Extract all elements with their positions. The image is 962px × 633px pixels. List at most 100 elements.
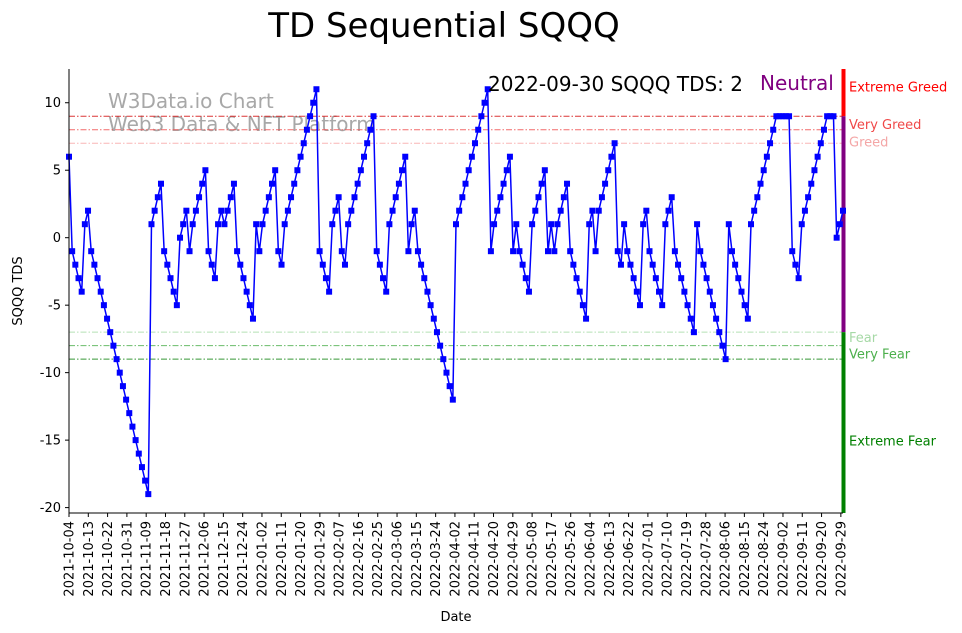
- data-point-6: [85, 207, 92, 214]
- data-point-239: [824, 113, 831, 120]
- data-point-211: [735, 275, 742, 282]
- data-point-244: [840, 207, 846, 214]
- data-point-16: [116, 369, 123, 376]
- data-point-3: [75, 275, 82, 282]
- data-point-88: [345, 221, 352, 228]
- data-point-122: [453, 221, 459, 228]
- data-point-7: [88, 248, 95, 255]
- x-axis-label: Date: [440, 610, 471, 625]
- data-point-147: [532, 207, 539, 214]
- data-point-168: [598, 194, 605, 201]
- data-point-38: [186, 248, 193, 255]
- data-point-225: [779, 113, 786, 120]
- data-point-48: [218, 207, 225, 214]
- data-point-94: [364, 140, 371, 147]
- data-point-162: [579, 302, 586, 309]
- data-point-242: [833, 234, 840, 241]
- data-point-217: [754, 194, 761, 201]
- y-ticks: -20 -15 -10 -5 0 5 10: [40, 96, 69, 516]
- axes: [68, 69, 843, 514]
- x-tick-label: 2022-02-07: [333, 521, 348, 597]
- chart-title: TD Sequential SQQQ: [267, 6, 620, 46]
- y-tick-label: 10: [44, 96, 61, 111]
- data-point-134: [491, 221, 498, 228]
- data-point-192: [675, 261, 682, 268]
- x-tick-label: 2022-09-20: [815, 521, 830, 597]
- data-point-4: [78, 288, 85, 295]
- data-point-224: [776, 113, 783, 120]
- data-point-231: [798, 221, 805, 228]
- data-point-145: [525, 288, 532, 295]
- data-point-108: [408, 221, 415, 228]
- data-point-187: [659, 302, 666, 309]
- sentiment-bar-segment-0: [841, 69, 846, 117]
- sentiment-bar-segment-2: [841, 332, 846, 513]
- data-point-68: [281, 221, 288, 228]
- data-point-241: [830, 113, 837, 120]
- data-point-178: [630, 275, 637, 282]
- data-point-204: [713, 315, 720, 322]
- data-point-42: [199, 180, 206, 187]
- data-point-123: [456, 207, 463, 214]
- x-tick-label: 2021-10-22: [101, 521, 116, 597]
- data-point-14: [110, 342, 117, 349]
- data-point-159: [570, 261, 577, 268]
- data-point-89: [348, 207, 355, 214]
- x-tick-label: 2022-08-15: [738, 521, 753, 597]
- data-point-106: [402, 153, 409, 160]
- data-point-130: [478, 113, 485, 120]
- data-point-101: [386, 221, 393, 228]
- data-point-135: [494, 207, 501, 214]
- x-tick-label: 2022-04-02: [448, 521, 463, 597]
- data-point-72: [294, 167, 301, 174]
- data-point-83: [329, 221, 336, 228]
- data-point-196: [687, 315, 694, 322]
- x-tick-label: 2022-08-06: [719, 521, 734, 597]
- data-point-64: [269, 180, 276, 187]
- data-point-11: [100, 302, 107, 309]
- data-point-57: [246, 302, 253, 309]
- data-point-27: [151, 207, 158, 214]
- data-point-143: [519, 261, 526, 268]
- data-point-93: [361, 153, 368, 160]
- data-point-116: [433, 329, 440, 336]
- data-point-21: [132, 437, 139, 444]
- data-point-155: [557, 207, 564, 214]
- data-point-177: [627, 261, 634, 268]
- data-point-85: [335, 194, 342, 201]
- data-point-208: [725, 221, 732, 228]
- data-point-183: [646, 248, 653, 255]
- data-point-243: [836, 221, 843, 228]
- x-tick-label: 2021-10-31: [120, 521, 135, 597]
- data-point-163: [583, 315, 590, 322]
- sentiment-reference-lines: [69, 115, 843, 360]
- data-point-100: [383, 288, 390, 295]
- data-point-152: [548, 221, 555, 228]
- data-point-139: [506, 153, 513, 160]
- sentiment-label-2: Greed: [849, 135, 888, 150]
- data-point-125: [462, 180, 469, 187]
- data-point-109: [411, 207, 418, 214]
- data-point-22: [135, 450, 142, 457]
- data-point-156: [560, 194, 567, 201]
- data-point-154: [554, 221, 561, 228]
- x-tick-label: 2022-01-11: [275, 521, 290, 597]
- data-point-138: [503, 167, 510, 174]
- data-point-141: [513, 221, 520, 228]
- x-tick-label: 2022-03-06: [391, 521, 406, 597]
- data-point-221: [767, 140, 774, 147]
- data-point-157: [564, 180, 571, 187]
- data-point-66: [275, 248, 282, 255]
- x-tick-label: 2022-01-20: [294, 521, 309, 597]
- data-point-216: [751, 207, 758, 214]
- data-point-74: [300, 140, 307, 147]
- data-point-230: [795, 275, 802, 282]
- data-point-165: [589, 207, 596, 214]
- data-point-206: [719, 342, 726, 349]
- data-point-150: [541, 167, 548, 174]
- data-point-161: [576, 288, 583, 295]
- x-tick-label: 2022-05-17: [545, 521, 560, 597]
- x-tick-label: 2021-12-06: [198, 521, 213, 597]
- data-point-119: [443, 369, 450, 376]
